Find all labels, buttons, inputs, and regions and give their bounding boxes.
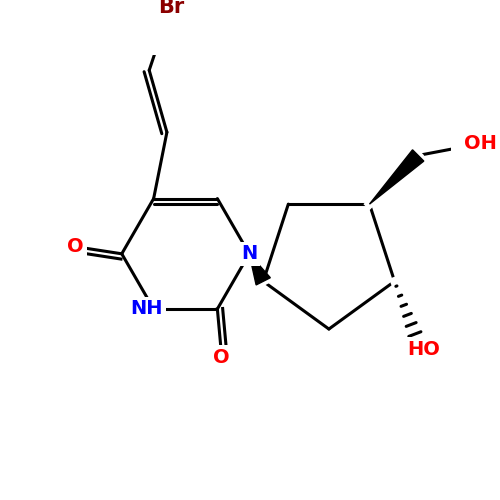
- Polygon shape: [370, 150, 424, 204]
- Text: HO: HO: [408, 340, 440, 359]
- Text: Br: Br: [158, 0, 184, 16]
- Text: N: N: [241, 244, 258, 264]
- Text: O: O: [214, 348, 230, 367]
- Polygon shape: [249, 254, 270, 285]
- Text: OH: OH: [464, 134, 496, 154]
- Text: O: O: [68, 237, 84, 256]
- Text: NH: NH: [130, 300, 163, 318]
